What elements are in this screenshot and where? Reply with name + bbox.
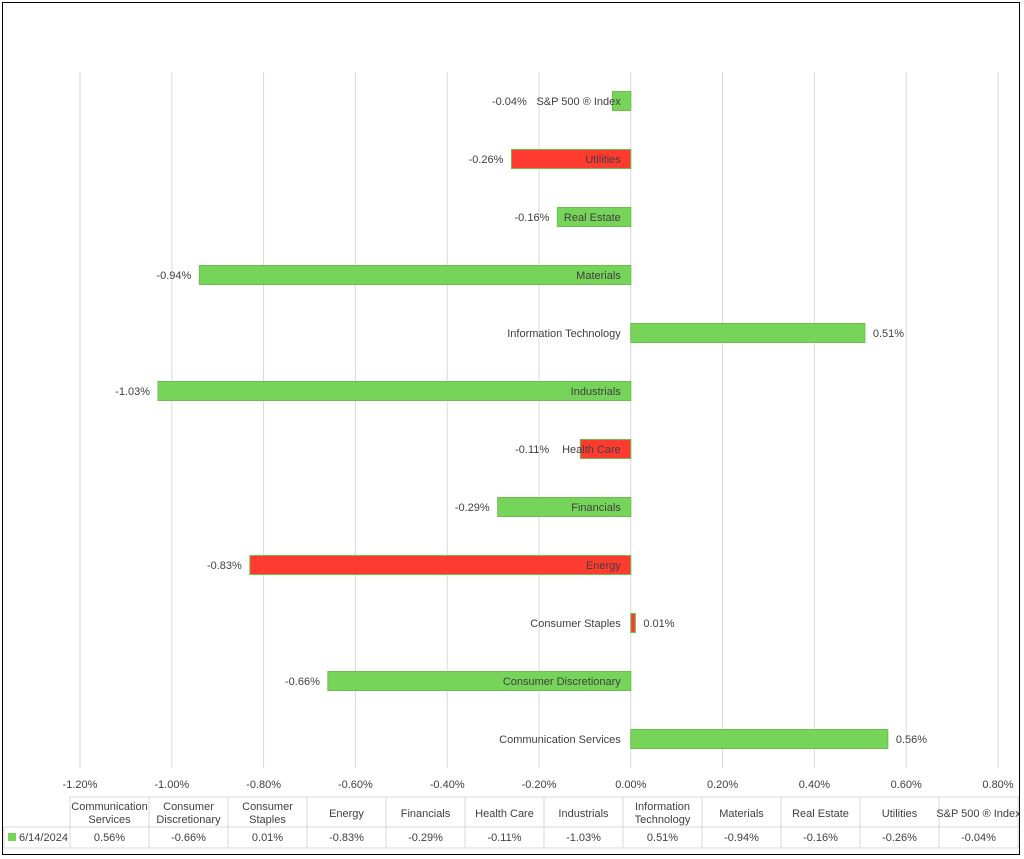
table-value-energy: -0.83% [329, 832, 364, 844]
category-label-industrials: Industrials [571, 386, 622, 398]
table-value-communication-services: 0.56% [94, 832, 125, 844]
bar-consumer-discretionary [327, 671, 632, 691]
bar-utilities [510, 149, 632, 169]
x-tick-label: 0.80% [982, 779, 1013, 791]
bars [157, 91, 889, 749]
data-label-consumer-discretionary: -0.66% [285, 676, 320, 688]
table-value-real-estate: -0.16% [803, 832, 838, 844]
x-tick-label: -0.80% [246, 779, 281, 791]
x-tick-label: -0.20% [522, 779, 557, 791]
bar-health-care [579, 439, 632, 459]
table-value-information-technology: 0.51% [647, 832, 678, 844]
data-label-industrials: -1.03% [115, 386, 150, 398]
data-label-utilities: -0.26% [469, 154, 504, 166]
bar-materials [198, 265, 632, 285]
data-table: Communication Services 0.56% Consumer Discre… [3, 796, 1021, 849]
x-tick-label: -0.40% [430, 779, 465, 791]
data-label-s-p-500-index: -0.04% [492, 96, 527, 108]
data-label-real-estate: -0.16% [515, 212, 550, 224]
table-value-consumer-discretionary: -0.66% [171, 832, 206, 844]
gridlines [79, 72, 999, 768]
data-label-information-technology: 0.51% [873, 328, 904, 340]
table-header-s-p-500-index: S&P 500 ® Index [936, 808, 1021, 820]
data-label-materials: -0.94% [156, 270, 191, 282]
bar-real-estate [556, 207, 632, 227]
category-label-s-p-500-index: S&P 500 ® Index [536, 96, 621, 108]
category-label-communication-services: Communication Services [499, 734, 621, 746]
category-label-materials: Materials [576, 270, 621, 282]
table-value-utilities: -0.26% [882, 832, 917, 844]
table-header-utilities: Utilities [882, 808, 918, 820]
table-value-financials: -0.29% [408, 832, 443, 844]
bar-information-technology [630, 323, 866, 343]
table-value-health-care: -0.11% [487, 832, 521, 844]
category-label-financials: Financials [571, 502, 621, 514]
legend-swatch [8, 833, 16, 841]
table-header-industrials: Industrials [558, 808, 609, 820]
x-tick-label: -1.20% [63, 779, 98, 791]
x-tick-label: 0.20% [707, 779, 738, 791]
category-label-energy: Energy [586, 560, 621, 572]
table-header-consumer-discretionary: Consumer Discretionary [156, 801, 221, 826]
bar-financials [497, 497, 632, 517]
x-tick-labels: -1.20% -1.00% -0.80% -0.60% -0.40% -0.20% 0.00… [63, 779, 1014, 791]
bar-consumer-staples [630, 613, 636, 633]
data-label-health-care: -0.11% [515, 444, 549, 456]
data-label-energy: -0.83% [207, 560, 242, 572]
x-tick-label: -0.60% [338, 779, 373, 791]
category-label-health-care: Health Care [562, 444, 621, 456]
category-label-real-estate: Real Estate [564, 212, 621, 224]
category-label-consumer-staples: Consumer Staples [530, 618, 621, 630]
table-header-energy: Energy [329, 808, 364, 820]
x-tick-label: 0.40% [799, 779, 830, 791]
table-header-materials: Materials [719, 808, 764, 820]
x-tick-label: 0.60% [891, 779, 922, 791]
table-header-information-technology: Information Technology [635, 801, 691, 826]
table-value-industrials: -1.03% [566, 832, 601, 844]
table-value-consumer-staples: 0.01% [252, 832, 283, 844]
x-tick-label: 0.00% [615, 779, 646, 791]
data-label-consumer-staples: 0.01% [643, 618, 674, 630]
data-label-communication-services: 0.56% [896, 734, 927, 746]
bar-communication-services [630, 729, 889, 749]
category-labels: Communication Services Consumer Discretio… [499, 96, 621, 746]
bar-s-p-500-index [611, 91, 632, 111]
category-label-utilities: Utilities [585, 154, 621, 166]
table-value-s-p-500-index: -0.04% [961, 832, 996, 844]
table-header-communication-services: Communication Services [71, 801, 147, 826]
table-header-financials: Financials [401, 808, 451, 820]
bar-energy [249, 555, 632, 575]
table-value-materials: -0.94% [724, 832, 759, 844]
table-header-real-estate: Real Estate [792, 808, 849, 820]
x-tick-label: -1.00% [154, 779, 189, 791]
bar-industrials [157, 381, 632, 401]
legend-series-name: 6/14/2024 [19, 832, 68, 844]
data-labels: 0.56% -0.66% 0.01% -0.83% -0.29% -0.11% -1.03%… [115, 96, 927, 746]
data-label-financials: -0.29% [455, 502, 490, 514]
table-header-health-care: Health Care [475, 808, 534, 820]
category-label-information-technology: Information Technology [507, 328, 621, 340]
category-label-consumer-discretionary: Consumer Discretionary [503, 676, 621, 688]
table-header-consumer-staples: Consumer Staples [242, 801, 293, 826]
